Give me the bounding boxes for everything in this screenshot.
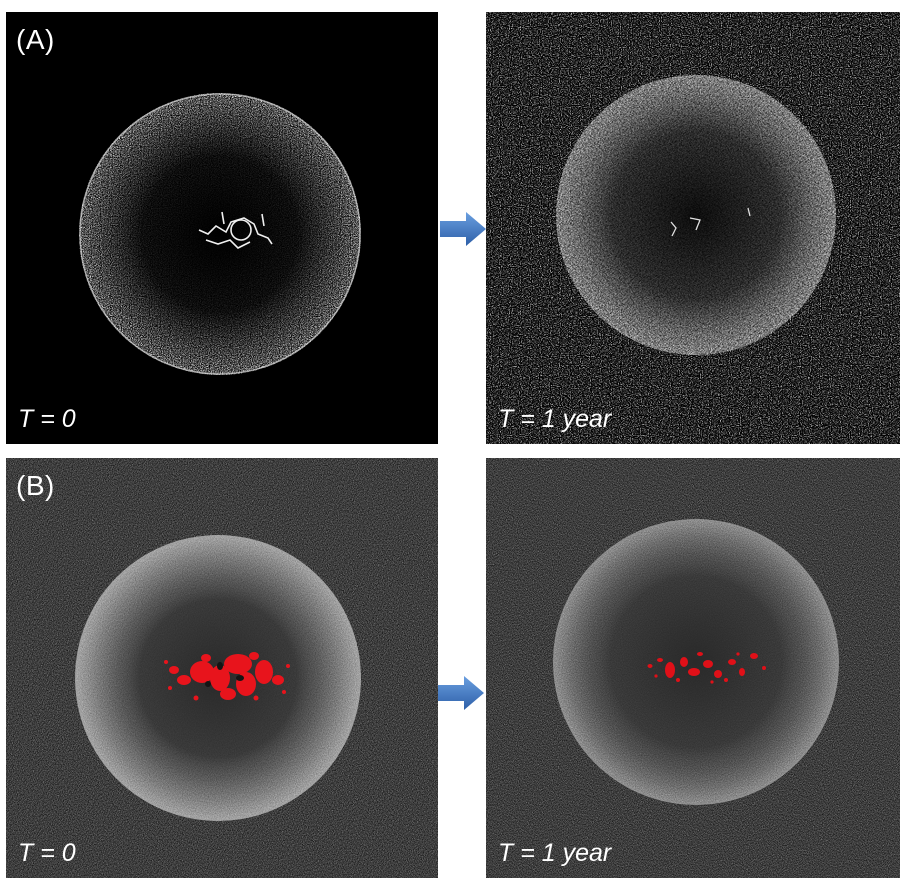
core-structure-a-t0 <box>198 211 273 249</box>
sphere-b-t0-image <box>6 458 438 878</box>
time-label-b-t0: T = 0 <box>18 839 76 867</box>
time-label-a-t1: T = 1 year <box>498 405 612 433</box>
panel-b-t0: (B) T = 0 <box>6 458 438 878</box>
time-label-b-t1: T = 1 year <box>498 839 612 867</box>
sphere-a-t0-image <box>79 93 361 375</box>
core-structure-a-t1 <box>670 207 751 237</box>
arrow-right-icon <box>440 212 486 246</box>
core-highlight-b-t1 <box>647 652 766 684</box>
panel-a-t0: (A) T = 0 <box>6 12 438 444</box>
panel-label-b: (B) <box>16 470 55 501</box>
arrow-right-icon <box>438 676 484 710</box>
sphere-a-t1-image <box>486 12 900 444</box>
panel-a-t1: T = 1 year <box>486 12 900 444</box>
panel-label-a: (A) <box>16 24 55 55</box>
panel-b-t1: T = 1 year <box>486 458 900 878</box>
time-label-a-t0: T = 0 <box>18 405 76 433</box>
sphere-b-t1-image <box>486 458 900 878</box>
